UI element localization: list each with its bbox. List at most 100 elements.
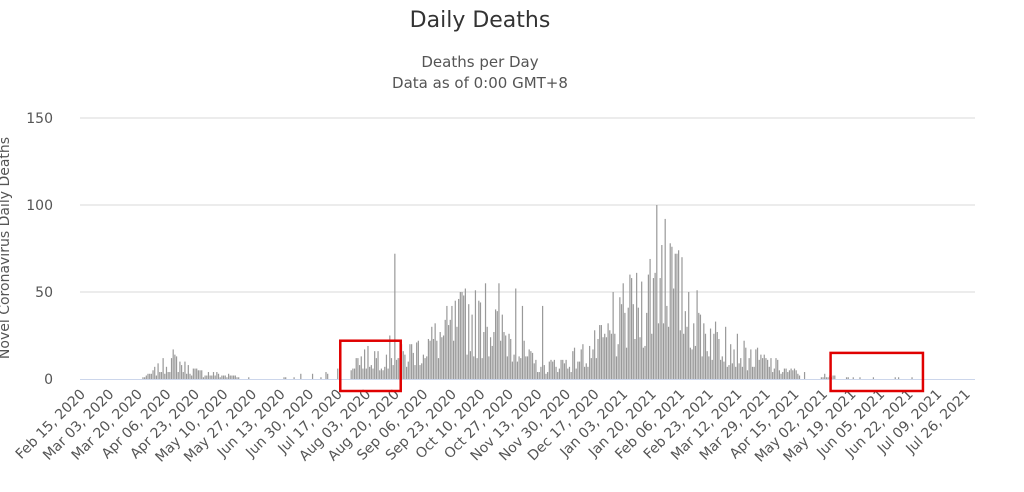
bar: [642, 347, 644, 379]
bar: [730, 344, 732, 379]
bar: [583, 366, 586, 379]
bar: [424, 358, 426, 379]
bar: [421, 363, 423, 379]
bar: [491, 345, 493, 379]
bar: [221, 375, 223, 379]
bar: [607, 323, 609, 379]
bar: [367, 345, 369, 379]
bar: [483, 332, 485, 379]
bar: [667, 326, 670, 379]
bar: [516, 361, 519, 379]
bar: [530, 351, 532, 379]
bar: [154, 366, 156, 379]
bar: [627, 307, 629, 379]
bar: [493, 332, 495, 379]
bar: [678, 250, 680, 379]
bar: [553, 359, 555, 379]
bar: [755, 349, 757, 379]
bar: [226, 377, 228, 379]
bar: [847, 377, 849, 379]
bar: [496, 311, 498, 379]
bar: [362, 368, 364, 379]
bar: [500, 340, 502, 379]
bar: [753, 366, 755, 379]
bar: [515, 288, 517, 379]
bar: [461, 292, 463, 379]
bar: [360, 356, 362, 379]
chart-subtitle-line-2: Data as of 0:00 GMT+8: [392, 74, 568, 92]
bar: [589, 345, 591, 379]
bar: [644, 345, 646, 379]
bar: [523, 340, 525, 379]
bar: [385, 354, 388, 379]
bar: [429, 340, 431, 379]
bar: [238, 377, 240, 379]
bar: [192, 368, 194, 379]
bar: [683, 333, 685, 379]
bar: [770, 358, 772, 379]
bar: [283, 377, 285, 379]
bar: [389, 335, 391, 379]
bar: [350, 370, 352, 379]
bar: [605, 337, 608, 379]
bar: [352, 368, 354, 379]
bar: [441, 337, 443, 379]
bar: [217, 373, 220, 379]
bar: [518, 356, 520, 379]
bar: [453, 340, 455, 379]
bar: [594, 330, 596, 379]
y-tick-label: 50: [35, 285, 53, 301]
bar: [214, 375, 216, 379]
bar: [567, 368, 569, 379]
bar: [374, 351, 376, 379]
highlight-jun-jul-2021: [829, 351, 925, 393]
bar: [746, 370, 749, 379]
bar: [772, 372, 774, 379]
bar: [555, 366, 557, 379]
bar: [824, 373, 826, 379]
bar: [637, 307, 639, 379]
bar: [622, 283, 624, 379]
bar: [751, 366, 754, 379]
bar: [827, 377, 829, 379]
bar: [228, 373, 230, 379]
bar: [590, 358, 592, 379]
bar: [179, 361, 181, 379]
bar: [233, 375, 235, 379]
bar: [372, 368, 374, 379]
bar: [162, 358, 164, 379]
bar: [478, 300, 480, 379]
bar: [387, 368, 389, 379]
bar: [562, 359, 564, 379]
bar: [224, 375, 226, 379]
bar: [189, 373, 191, 379]
bar: [825, 377, 827, 379]
bar: [466, 354, 468, 379]
bar: [689, 347, 691, 379]
bar: [728, 365, 730, 379]
bar: [560, 359, 562, 379]
bar: [735, 366, 737, 379]
bar: [209, 375, 211, 379]
bar: [219, 377, 221, 379]
bar: [370, 365, 372, 379]
bar: [659, 278, 661, 379]
bar: [548, 361, 550, 379]
bar: [327, 373, 329, 379]
bar: [204, 375, 206, 379]
bar: [795, 370, 797, 379]
bar: [202, 377, 205, 379]
bar: [740, 358, 742, 379]
bar: [629, 274, 631, 379]
bar: [582, 344, 584, 379]
bar: [164, 373, 166, 379]
highlight-boxes: [339, 339, 925, 393]
bar: [654, 272, 656, 379]
bar: [369, 366, 371, 379]
bar: [666, 305, 668, 379]
bar: [508, 333, 510, 379]
bar: [177, 372, 179, 379]
bar: [693, 323, 695, 379]
bar: [357, 358, 359, 379]
bar: [573, 347, 576, 379]
